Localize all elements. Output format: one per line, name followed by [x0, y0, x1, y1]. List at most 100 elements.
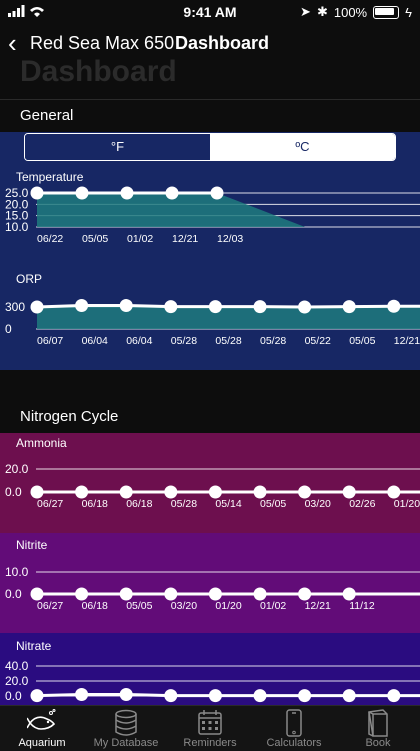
tab-calculators-label: Calculators: [266, 737, 322, 749]
temperature-area: [37, 193, 305, 227]
nitrate-data-point[interactable]: [298, 689, 312, 703]
ammonia-x-label: 02/26: [349, 498, 375, 510]
tab-book[interactable]: Book: [336, 706, 420, 751]
database-icon: [115, 709, 137, 736]
orp-data-point[interactable]: [164, 300, 178, 314]
nitrate-data-point[interactable]: [30, 689, 44, 703]
nitrite-tick-label: 10.0: [5, 565, 29, 579]
orp-data-point[interactable]: [30, 300, 44, 314]
nitrite-chart[interactable]: 10.0 0.0 06/27 06/18 05/05 03/20 01/20 01/02 12/…: [0, 556, 420, 614]
ammonia-chart-label: Ammonia: [16, 436, 67, 450]
orp-data-point[interactable]: [342, 300, 356, 314]
nitrate-series-line: [36, 693, 420, 698]
temperature-tick-label: 15.0: [5, 209, 29, 223]
back-button[interactable]: Red Sea Max 650: [30, 33, 175, 53]
nitrite-data-point[interactable]: [298, 587, 312, 601]
nitrate-data-point[interactable]: [119, 688, 133, 701]
temperature-data-point[interactable]: [120, 186, 134, 200]
general-panel: [0, 132, 420, 370]
nitrite-data-point[interactable]: [253, 587, 267, 601]
page-title: Dashboard: [175, 33, 270, 53]
temperature-chart[interactable]: 25.020.015.010.0 06/22 05/05 01/02 12/21 12/0…: [0, 184, 420, 248]
ammonia-data-point[interactable]: [119, 485, 133, 499]
nitrate-tick-label: 20.0: [5, 674, 29, 688]
orp-x-label: 05/28: [215, 335, 241, 347]
ammonia-data-point[interactable]: [208, 485, 222, 499]
orp-x-label: 05/28: [260, 335, 286, 347]
ammonia-data-point[interactable]: [75, 485, 89, 499]
temperature-data-point[interactable]: [75, 186, 89, 200]
temperature-tick-label: 25.0: [5, 186, 29, 200]
temperature-data-point[interactable]: [165, 186, 179, 200]
orp-x-label: 06/04: [82, 335, 108, 347]
phone-icon: [286, 709, 302, 737]
orp-data-point[interactable]: [208, 300, 222, 314]
nitrite-data-point[interactable]: [342, 587, 356, 601]
orp-chart-label: ORP: [16, 272, 43, 286]
ammonia-x-label: 06/18: [82, 498, 108, 510]
ammonia-data-point[interactable]: [164, 485, 178, 499]
temperature-data-point[interactable]: [30, 186, 44, 200]
temperature-chart-label: Temperature: [16, 170, 84, 184]
location-icon: ➤: [300, 4, 311, 19]
nitrate-data-point[interactable]: [164, 689, 178, 703]
nitrite-data-point[interactable]: [164, 587, 178, 601]
ammonia-chart[interactable]: 20.0 0.0 06/27 06/18 06/18 05/28 05/14 05/05 03/…: [0, 454, 420, 512]
nitrate-data-point[interactable]: [387, 689, 401, 703]
nitrite-x-label: 12/21: [305, 600, 331, 612]
orp-x-label: 12/21: [394, 335, 420, 347]
tab-calculators[interactable]: Calculators: [252, 706, 336, 751]
temperature-data-point[interactable]: [210, 186, 224, 200]
nitrite-data-point[interactable]: [208, 587, 222, 601]
nitrate-data-point[interactable]: [208, 689, 222, 703]
status-bar: 9:41 AM ➤ ✱ 100% ϟ: [0, 0, 420, 24]
nitrate-data-point[interactable]: [75, 688, 89, 701]
nitrate-data-point[interactable]: [253, 689, 267, 703]
nitrite-x-label: 01/20: [215, 600, 241, 612]
orp-data-point[interactable]: [75, 299, 89, 313]
orp-x-label: 05/05: [349, 335, 375, 347]
nitrite-x-label: 11/12: [349, 600, 375, 612]
temperature-x-label: 05/05: [82, 233, 108, 245]
orp-data-point[interactable]: [298, 300, 312, 314]
nitrate-chart-label: Nitrate: [16, 639, 52, 653]
nitrite-x-label: 06/18: [82, 600, 108, 612]
ammonia-data-point[interactable]: [298, 485, 312, 499]
tab-my-database-label: My Database: [93, 737, 159, 749]
bluetooth-icon: ✱: [316, 4, 328, 19]
orp-chart[interactable]: 300 0 06/07 06/04 06/04 05/28 05/28 05/28 05/22 0…: [0, 286, 420, 350]
back-chevron-icon[interactable]: ‹: [8, 28, 17, 58]
temperature-x-label: 12/03: [217, 233, 243, 245]
ammonia-x-label: 05/05: [260, 498, 286, 510]
tab-bar: Aquarium My Database Reminders Calculato…: [0, 705, 420, 751]
nitrite-chart-label: Nitrite: [16, 538, 48, 552]
ammonia-data-point[interactable]: [253, 485, 267, 499]
orp-tick-label: 300: [5, 300, 25, 314]
nitrate-tick-label: 0.0: [5, 689, 22, 703]
tab-aquarium[interactable]: Aquarium: [0, 706, 84, 751]
ammonia-x-label: 01/20: [394, 498, 420, 510]
temperature-x-label: 12/21: [172, 233, 198, 245]
orp-data-point[interactable]: [253, 300, 267, 314]
unit-celsius-button[interactable]: ºC: [210, 134, 395, 160]
ammonia-data-point[interactable]: [342, 485, 356, 499]
tab-my-database[interactable]: My Database: [84, 706, 168, 751]
orp-series-line: [36, 304, 420, 309]
orp-x-label: 06/04: [126, 335, 152, 347]
nitrite-data-point[interactable]: [75, 587, 89, 601]
orp-data-point[interactable]: [387, 299, 401, 313]
unit-segmented-control[interactable]: °F ºC: [24, 133, 396, 161]
ammonia-x-label: 06/27: [37, 498, 63, 510]
ammonia-data-point[interactable]: [30, 485, 44, 499]
temperature-x-label: 01/02: [127, 233, 153, 245]
nitrate-data-point[interactable]: [342, 689, 356, 703]
unit-fahrenheit-button[interactable]: °F: [25, 134, 210, 160]
ammonia-data-point[interactable]: [387, 485, 401, 499]
orp-data-point[interactable]: [119, 299, 133, 313]
nitrate-chart[interactable]: 40.020.00.0: [0, 656, 420, 705]
nitrite-x-label: 05/05: [126, 600, 152, 612]
tab-reminders[interactable]: Reminders: [168, 706, 252, 751]
nitrite-data-point[interactable]: [119, 587, 133, 601]
nitrite-data-point[interactable]: [30, 587, 44, 601]
ammonia-x-label: 05/14: [215, 498, 241, 510]
